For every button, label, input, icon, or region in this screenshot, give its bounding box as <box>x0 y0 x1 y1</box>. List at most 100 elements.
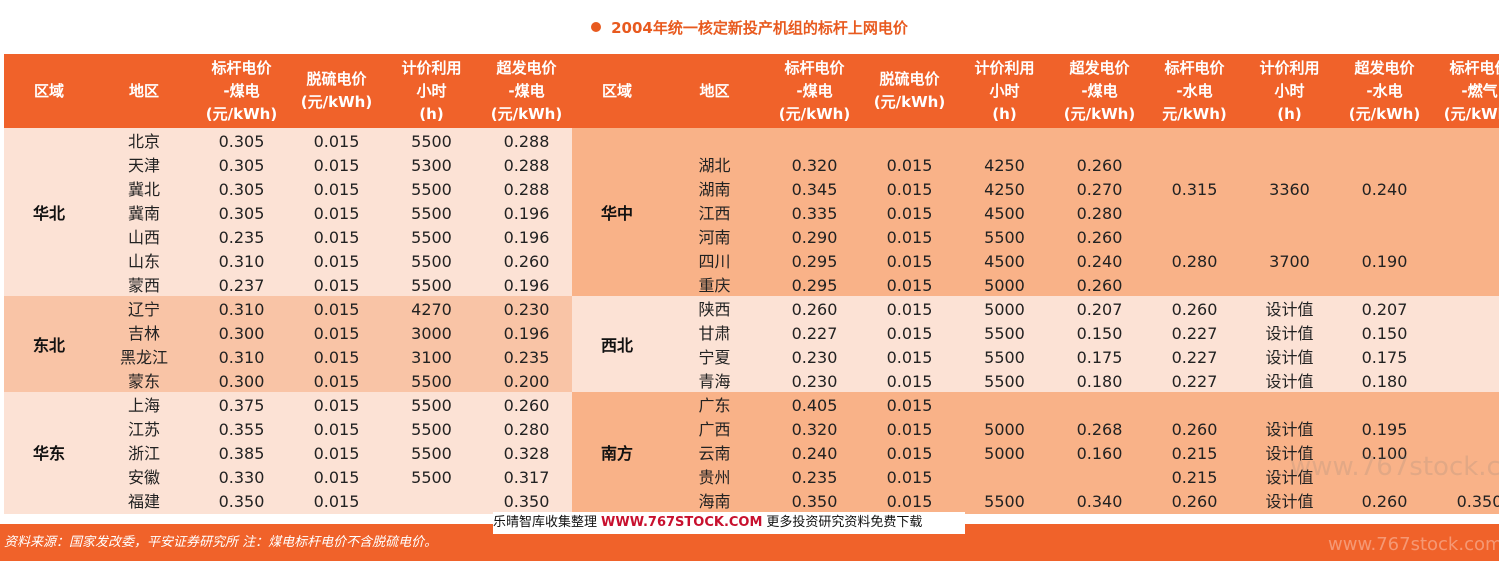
table-cell: 0.015 <box>313 180 360 199</box>
table-cell: 云南 <box>698 444 731 463</box>
table-cell <box>1052 130 1147 154</box>
table-cell <box>1242 154 1337 178</box>
table-cell: 5500 <box>411 204 452 223</box>
table-cell: 0.150 <box>1076 324 1123 343</box>
table-cell: 0.207 <box>1076 300 1123 319</box>
table-cell: 0.015 <box>886 180 933 199</box>
table-cell: 0.015 <box>313 324 360 343</box>
table-title-text: 2004年统一核定新投产机组的标杆上网电价 <box>611 19 908 37</box>
table-cell: 湖南 <box>698 180 731 199</box>
table-cell: 0.227 <box>1171 348 1218 367</box>
table-cell: 0.240 <box>1361 180 1408 199</box>
table-cell <box>1432 346 1499 370</box>
table-cell: 0.230 <box>791 372 838 391</box>
region-label: 华北 <box>32 204 65 223</box>
table-cell: 0.015 <box>886 228 933 247</box>
region-label: 华东 <box>32 444 65 463</box>
region-label: 南方 <box>600 444 633 463</box>
table-cell: 0.305 <box>218 132 265 151</box>
table-cell <box>1242 202 1337 226</box>
table-cell <box>767 130 862 154</box>
watermark-banner-prefix: 乐晴智库收集整理 <box>493 515 598 530</box>
table-cell: 3100 <box>411 348 452 367</box>
table-cell <box>1242 274 1337 298</box>
table-cell: 5500 <box>411 468 452 487</box>
table-cell: 山西 <box>127 228 160 247</box>
table-cell: 湖北 <box>698 156 731 175</box>
table-cell <box>1147 394 1242 418</box>
table-cell: 0.015 <box>886 324 933 343</box>
table-cell <box>1337 226 1432 250</box>
table-cell: 0.015 <box>313 468 360 487</box>
table-cell: 0.260 <box>1076 156 1123 175</box>
table-cell: 0.328 <box>503 444 550 463</box>
table-cell: 0.015 <box>886 420 933 439</box>
table-cell <box>1432 250 1499 274</box>
table-cell: 江苏 <box>127 420 160 439</box>
table-cell: 安徽 <box>127 468 160 487</box>
table-cell: 0.260 <box>1171 300 1218 319</box>
table-cell: 0.320 <box>791 156 838 175</box>
table-cell: 0.260 <box>1361 492 1408 511</box>
table-cell: 0.195 <box>1361 420 1408 439</box>
table-cell: 0.260 <box>503 252 550 271</box>
table-cell: 北京 <box>127 132 160 151</box>
region-label: 东北 <box>32 336 65 355</box>
table-cell <box>1432 202 1499 226</box>
table-cell <box>1337 154 1432 178</box>
table-cell <box>1432 394 1499 418</box>
left-table-header-1: 地区 <box>128 81 159 100</box>
right-table-header-0: 区域 <box>601 81 632 100</box>
table-cell: 0.150 <box>1361 324 1408 343</box>
table-cell: 0.015 <box>313 348 360 367</box>
table-cell: 0.350 <box>218 492 265 511</box>
region-label: 西北 <box>600 336 633 355</box>
table-cell: 广东 <box>698 396 731 415</box>
table-cell: 0.015 <box>886 372 933 391</box>
table-cell <box>1147 154 1242 178</box>
table-cell: 0.175 <box>1361 348 1408 367</box>
table-cell: 设计值 <box>1265 324 1314 343</box>
table-cell: 0.340 <box>1076 492 1123 511</box>
table-cell: 5000 <box>984 300 1025 319</box>
table-cell: 0.310 <box>218 348 265 367</box>
right-table-header-2: 标杆电价 -煤电 (元/kWh) <box>778 58 851 123</box>
right-table-header-6: 标杆电价 -水电 元/kWh) <box>1162 58 1227 123</box>
table-cell <box>1147 274 1242 298</box>
table-cell: 福建 <box>127 492 160 511</box>
table-cell: 0.190 <box>1361 252 1408 271</box>
table-cell: 黑龙江 <box>119 348 168 367</box>
table-cell: 0.290 <box>791 228 838 247</box>
table-cell: 0.230 <box>791 348 838 367</box>
left-table-header-4: 计价利用 小时 (h) <box>401 58 462 123</box>
table-cell: 0.015 <box>886 396 933 415</box>
table-cell: 0.315 <box>1171 180 1218 199</box>
table-cell: 5000 <box>984 420 1025 439</box>
table-cell <box>1432 370 1499 394</box>
table-cell: 0.015 <box>886 444 933 463</box>
right-table-header-3: 脱硫电价 (元/kWh) <box>873 70 946 111</box>
table-cell: 5500 <box>411 396 452 415</box>
table-cell: 宁夏 <box>698 348 731 367</box>
table-cell: 0.288 <box>503 132 550 151</box>
table-cell: 蒙东 <box>127 372 160 391</box>
table-cell: 0.175 <box>1076 348 1123 367</box>
table-cell: 5500 <box>984 348 1025 367</box>
table-cell: 0.015 <box>313 204 360 223</box>
table-cell <box>1432 226 1499 250</box>
table-cell <box>1432 130 1499 154</box>
table-cell: 0.300 <box>218 372 265 391</box>
table-cell: 0.015 <box>313 420 360 439</box>
table-cell: 设计值 <box>1265 300 1314 319</box>
table-cell: 0.280 <box>1171 252 1218 271</box>
table-cell: 设计值 <box>1265 468 1314 487</box>
table-cell <box>1242 226 1337 250</box>
table-cell: 0.015 <box>886 252 933 271</box>
table-cell: 0.305 <box>218 156 265 175</box>
table-cell: 四川 <box>698 252 731 271</box>
table-cell: 广西 <box>698 420 731 439</box>
table-cell: 0.207 <box>1361 300 1408 319</box>
left-table-header-2: 标杆电价 -煤电 (元/kWh) <box>205 58 278 123</box>
table-cell: 5500 <box>411 372 452 391</box>
table-cell: 4250 <box>984 156 1025 175</box>
